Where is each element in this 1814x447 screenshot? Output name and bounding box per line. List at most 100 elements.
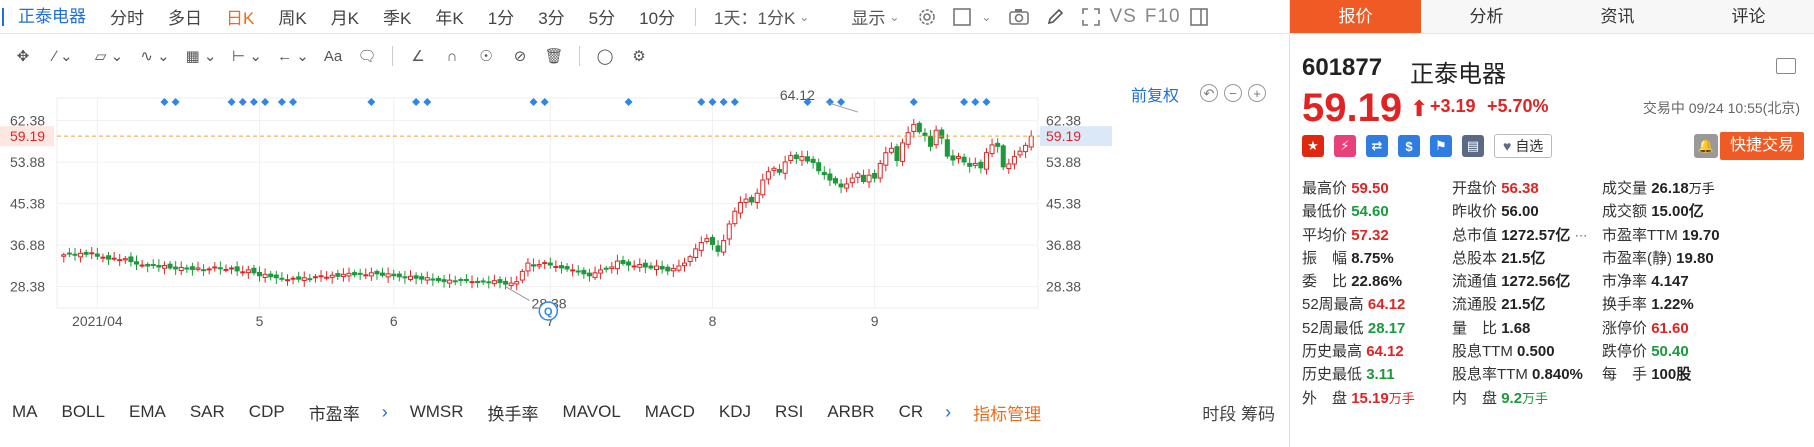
candle-body — [240, 271, 246, 274]
pen-icon[interactable] — [1043, 5, 1067, 29]
channel-tool-icon[interactable]: ▱ ⌄ — [94, 48, 124, 65]
zoom-out-icon[interactable]: − — [1224, 84, 1242, 102]
period-multiday[interactable]: 多日 — [168, 9, 202, 28]
stats-row: 平均价 57.32 总市值 1272.57亿 ⋯ 市盈率TTM 19.70 — [1302, 224, 1807, 247]
period-month[interactable]: 月K — [330, 9, 360, 28]
comment-icon[interactable]: 🗨 — [357, 48, 377, 65]
indicator-mavol[interactable]: MAVOL — [562, 402, 621, 421]
candle-body — [452, 280, 458, 283]
stat-label: 成交额 — [1602, 203, 1648, 221]
zoom-in-icon[interactable]: + — [1248, 84, 1266, 102]
wave-tool-icon[interactable]: ∿ ⌄ — [140, 48, 170, 65]
indicator-kdj[interactable]: KDJ — [718, 402, 751, 421]
stat-lot: 100股 — [1651, 366, 1692, 384]
layout-icon[interactable] — [951, 5, 975, 29]
text-tool-icon[interactable]: Aa — [323, 47, 343, 65]
undo-icon[interactable]: ↶ — [1200, 84, 1218, 102]
more-icon[interactable]: ⋯ — [1574, 227, 1588, 243]
eye-icon[interactable]: ☉ — [479, 48, 493, 65]
indicator-arbr[interactable]: ARBR — [827, 402, 875, 421]
period-3min[interactable]: 3分 — [538, 9, 565, 28]
fullscreen-icon[interactable] — [1079, 5, 1103, 29]
event-marker — [971, 98, 980, 106]
period-year[interactable]: 年K — [435, 9, 464, 28]
period-intraday[interactable]: 分时 — [110, 9, 144, 28]
add-watchlist-button[interactable]: ♥ 自选 — [1494, 134, 1553, 158]
candle-body — [324, 276, 330, 279]
stats-row: 历史最低 3.11 股息率TTM 0.840% 每 手 100股 — [1302, 363, 1807, 386]
period-5min[interactable]: 5分 — [588, 9, 616, 28]
hide-icon[interactable]: ⊘ — [513, 48, 527, 65]
angle-icon[interactable]: ∠ — [411, 48, 425, 65]
chevron-down-icon[interactable]: ⌄ — [981, 9, 992, 24]
quick-trade-button[interactable]: 快捷交易 — [1719, 132, 1804, 160]
stat-label: 总股本 — [1452, 249, 1498, 267]
display-dropdown[interactable]: 显示 ⌄ — [841, 4, 909, 29]
event-marker — [837, 98, 846, 106]
period-day[interactable]: 日K — [226, 9, 255, 28]
stats-row: 最低价 54.60 昨收价 56.00 成交额 15.00亿 — [1302, 200, 1807, 223]
candle-body — [145, 263, 151, 267]
shuffle-icon[interactable]: ⇄ — [1366, 135, 1388, 157]
camera-icon[interactable] — [1007, 5, 1031, 29]
settings-icon[interactable] — [915, 5, 939, 29]
indicator-macd[interactable]: MACD — [644, 402, 695, 421]
period-week[interactable]: 周K — [278, 9, 307, 28]
sidebar-toggle-icon[interactable] — [1187, 5, 1211, 29]
stat-vol-ratio: 1.68 — [1501, 319, 1531, 337]
gear-icon[interactable]: ⚙ — [632, 48, 646, 65]
candle-body — [648, 265, 654, 269]
indicator-cr[interactable]: CR — [898, 402, 924, 421]
link-icon[interactable]: ◯ — [596, 48, 614, 65]
candle-body — [396, 273, 402, 278]
event-marker — [412, 98, 421, 106]
tab-quote[interactable]: 报价 — [1290, 0, 1421, 33]
adjust-mode-button[interactable]: 前复权 — [1131, 88, 1180, 105]
period-quarter[interactable]: 季K — [383, 9, 412, 28]
candle-body — [514, 281, 520, 285]
arrow-tool-icon[interactable]: ← ⌄ — [277, 48, 309, 65]
period-10min[interactable]: 10分 — [639, 9, 676, 28]
timeframe-chips-toggle[interactable]: 时段 筹码 — [1202, 404, 1275, 424]
indicator-pe[interactable]: 市盈率 — [308, 404, 360, 424]
chevron-right-icon[interactable]: › — [381, 401, 388, 422]
f10-button[interactable]: F10 — [1144, 5, 1181, 27]
y-tick-label-left: 28.38 — [10, 279, 45, 295]
indicator-sar[interactable]: SAR — [189, 402, 225, 421]
indicator-rsi[interactable]: RSI — [774, 402, 804, 421]
candle-body — [542, 262, 548, 265]
magnet-icon[interactable]: ∩ — [446, 47, 458, 65]
fib-tool-icon[interactable]: ▦ ⌄ — [185, 48, 217, 65]
indicator-ema[interactable]: EMA — [128, 402, 166, 421]
menu-icon[interactable] — [1776, 58, 1796, 74]
line-tool-icon[interactable]: ∕ ⌄ — [53, 48, 73, 65]
move-icon[interactable]: ✥ — [16, 48, 30, 65]
tab-news[interactable]: 资讯 — [1552, 0, 1683, 33]
chevron-right-icon[interactable]: › — [945, 401, 952, 422]
compare-button[interactable]: VS — [1109, 5, 1137, 27]
measure-tool-icon[interactable]: ⊢ ⌄ — [232, 48, 262, 65]
indicator-turnover[interactable]: 换手率 — [487, 404, 539, 424]
bell-icon[interactable]: 🔔 — [1694, 134, 1718, 158]
candle-body — [955, 156, 962, 159]
tab-comments[interactable]: 评论 — [1683, 0, 1814, 33]
tag-icon[interactable]: ⚑ — [1430, 135, 1452, 157]
indicator-ma[interactable]: MA — [12, 402, 38, 421]
flash-icon[interactable]: ⚡ — [1334, 135, 1356, 157]
indicator-cdp[interactable]: CDP — [248, 402, 285, 421]
range-dropdown[interactable]: 1天：1分K ⌄ — [704, 4, 819, 29]
dollar-icon[interactable]: $ — [1398, 135, 1420, 157]
indicator-wmsr[interactable]: WMSR — [409, 402, 464, 421]
trash-icon[interactable]: 🗑 — [544, 48, 564, 65]
stat-label: 流通值 — [1452, 273, 1498, 291]
indicator-manage-button[interactable]: 指标管理 — [973, 404, 1042, 424]
candlestick-chart[interactable]: 62.38 62.38 53.88 53.88 45.38 45.38 36.88 36.88… — [0, 76, 1289, 386]
tab-analysis[interactable]: 分析 — [1421, 0, 1552, 33]
candle-body — [732, 210, 738, 225]
period-1min[interactable]: 1分 — [487, 9, 515, 28]
note-icon[interactable]: ▤ — [1462, 135, 1484, 157]
indicator-boll[interactable]: BOLL — [61, 402, 105, 421]
candle-body — [307, 278, 313, 281]
candle-body — [900, 142, 906, 162]
y-tick-label-left: 53.88 — [10, 154, 45, 170]
